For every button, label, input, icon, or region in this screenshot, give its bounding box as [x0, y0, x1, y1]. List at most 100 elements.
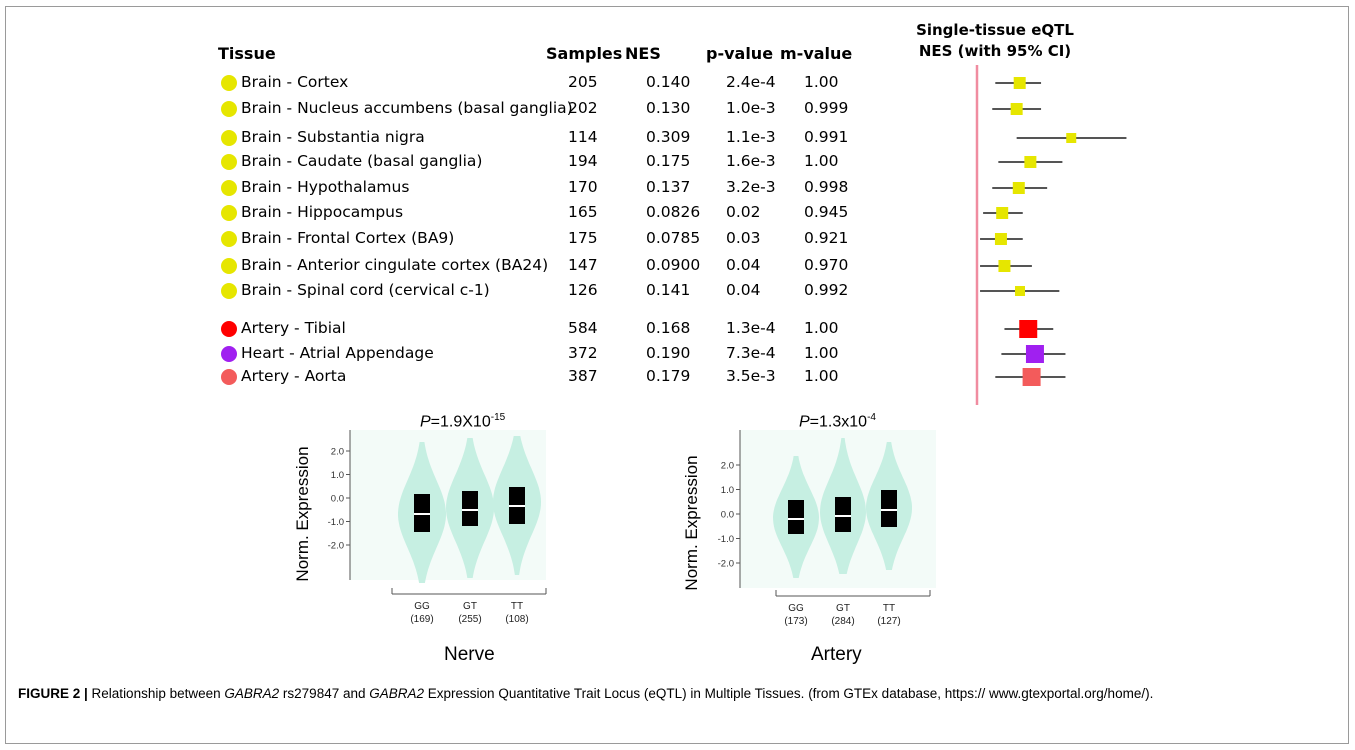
violin-y-tick-label: 0.0 [331, 494, 344, 505]
genotype-label: GG [788, 603, 804, 614]
genotype-count: (169) [410, 614, 433, 625]
cell-samples: 175 [568, 229, 598, 247]
cell-nes: 0.175 [646, 152, 691, 170]
cell-pvalue: 0.03 [726, 229, 761, 247]
violin1-tissue-label: Nerve [444, 644, 495, 665]
violin2-ylabel: Norm. Expression [682, 455, 701, 591]
tissue-name: Brain - Spinal cord (cervical c-1) [241, 281, 490, 299]
tissue-name: Brain - Frontal Cortex (BA9) [241, 229, 455, 247]
violin-iqr-box [835, 497, 851, 532]
genotype-label: GT [836, 603, 850, 614]
caption-gene-1: GABRA2 [224, 686, 280, 701]
caption-text-1: Relationship between [87, 686, 225, 701]
violin1-p-text: =1.9X10 [430, 413, 491, 431]
forest-nes-marker [1010, 103, 1023, 115]
header-pvalue: p-value [706, 44, 774, 63]
violin-y-tick-label: -1.0 [328, 517, 344, 528]
violin-y-tick-label: 2.0 [331, 447, 344, 458]
violin-y-tick-label: -1.0 [718, 534, 734, 545]
cell-nes: 0.137 [646, 178, 691, 196]
tissue-name: Artery - Aorta [241, 367, 347, 385]
violin1-p-prefix: P [420, 413, 431, 431]
cell-mvalue: 1.00 [804, 152, 839, 170]
tissue-color-dot [221, 346, 237, 362]
forest-nes-marker [1019, 320, 1038, 338]
tissue-name: Brain - Cortex [241, 73, 349, 91]
tissue-color-dot [221, 258, 237, 274]
forest-nes-marker [1022, 368, 1041, 386]
caption-text-3: Expression Quantitative Trait Locus (eQT… [424, 686, 1154, 701]
tissue-color-dot [221, 154, 237, 170]
violin1-pvalue: P=1.9X10-15 [420, 412, 505, 431]
header-nes: NES [625, 44, 661, 63]
genotype-label: GG [414, 601, 430, 612]
tissue-name: Brain - Hippocampus [241, 203, 404, 221]
tissue-color-dot [221, 101, 237, 117]
figure-frame [5, 6, 1349, 744]
cell-pvalue: 0.04 [726, 281, 761, 299]
forest-title-line1: Single-tissue eQTL [916, 21, 1074, 39]
forest-title-line2: NES (with 95% CI) [918, 42, 1072, 60]
tissue-color-dot [221, 205, 237, 221]
violin-y-tick-label: 2.0 [721, 461, 734, 472]
cell-samples: 114 [568, 128, 598, 146]
genotype-count: (255) [458, 614, 481, 625]
cell-pvalue: 0.04 [726, 256, 761, 274]
forest-nes-marker [1015, 286, 1026, 296]
violin-iqr-box [462, 491, 478, 526]
cell-mvalue: 0.991 [804, 128, 849, 146]
genotype-count: (108) [505, 614, 528, 625]
cell-samples: 126 [568, 281, 598, 299]
violin2-p-text: =1.3x10 [809, 413, 868, 431]
caption-text-2: rs279847 and [279, 686, 370, 701]
cell-mvalue: 1.00 [804, 319, 839, 337]
tissue-color-dot [221, 283, 237, 299]
figure-caption: FIGURE 2 | Relationship between GABRA2 r… [18, 683, 1338, 705]
violin-iqr-box [881, 490, 897, 527]
tissue-name: Artery - Tibial [241, 319, 346, 337]
tissue-color-dot [221, 75, 237, 91]
cell-samples: 170 [568, 178, 598, 196]
tissue-name: Brain - Anterior cingulate cortex (BA24) [241, 256, 549, 274]
violin1-p-exp: -15 [490, 412, 506, 423]
forest-nes-marker [1066, 133, 1077, 143]
genotype-label: GT [463, 601, 477, 612]
cell-pvalue: 1.0e-3 [726, 99, 776, 117]
tissue-name: Brain - Caudate (basal ganglia) [241, 152, 483, 170]
header-samples: Samples [546, 44, 623, 63]
cell-nes: 0.0785 [646, 229, 701, 247]
cell-pvalue: 1.6e-3 [726, 152, 776, 170]
cell-nes: 0.130 [646, 99, 691, 117]
cell-samples: 194 [568, 152, 598, 170]
violin-y-tick-label: -2.0 [718, 559, 734, 570]
forest-nes-marker [998, 260, 1011, 272]
forest-nes-marker [994, 233, 1007, 245]
header-tissue: Tissue [218, 44, 276, 63]
cell-mvalue: 1.00 [804, 367, 839, 385]
violin2-tissue-label: Artery [811, 644, 862, 665]
cell-samples: 165 [568, 203, 598, 221]
cell-samples: 202 [568, 99, 598, 117]
forest-plot [975, 65, 1127, 405]
caption-gene-2: GABRA2 [369, 686, 425, 701]
cell-mvalue: 0.921 [804, 229, 849, 247]
tissue-name: Brain - Hypothalamus [241, 178, 410, 196]
cell-nes: 0.168 [646, 319, 691, 337]
cell-samples: 584 [568, 319, 598, 337]
cell-mvalue: 1.00 [804, 344, 839, 362]
caption-label: FIGURE 2 | [18, 686, 88, 701]
cell-pvalue: 3.2e-3 [726, 178, 776, 196]
cell-samples: 147 [568, 256, 598, 274]
cell-nes: 0.309 [646, 128, 691, 146]
cell-mvalue: 0.945 [804, 203, 849, 221]
cell-mvalue: 0.998 [804, 178, 849, 196]
violin-plot-nerve: 2.0 1.0 0.0 -1.0 -2.0 GG (169) GT (255) TT (108) [328, 430, 547, 625]
forest-nes-marker [1024, 156, 1037, 168]
cell-pvalue: 1.3e-4 [726, 319, 776, 337]
violin-y-tick-label: 0.0 [721, 510, 734, 521]
violin-y-tick-label: 1.0 [721, 485, 734, 496]
violin-y-tick-label: -2.0 [328, 541, 344, 552]
genotype-label: TT [511, 601, 523, 612]
cell-mvalue: 0.970 [804, 256, 849, 274]
cell-nes: 0.141 [646, 281, 691, 299]
